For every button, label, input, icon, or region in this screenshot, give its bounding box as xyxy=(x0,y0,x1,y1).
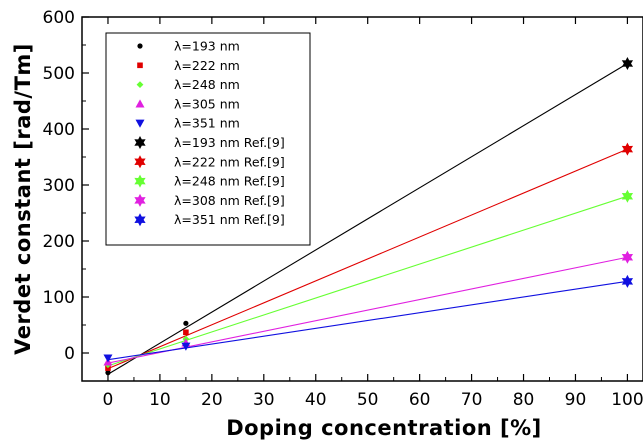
x-tick-label: 30 xyxy=(253,390,275,410)
legend-label: λ=351 nm Ref.[9] xyxy=(174,212,285,227)
fit-line xyxy=(107,280,628,361)
data-points xyxy=(103,56,634,376)
data-point xyxy=(181,342,191,351)
x-tick-label: 40 xyxy=(305,390,327,410)
fit-line xyxy=(107,63,628,375)
y-tick-label: 600 xyxy=(43,8,75,28)
y-tick-label: 500 xyxy=(43,64,75,84)
x-tick-label: 70 xyxy=(461,390,483,410)
x-axis-title: Doping concentration [%] xyxy=(226,416,542,440)
x-tick-label: 10 xyxy=(149,390,171,410)
axis-ticks xyxy=(82,16,629,382)
legend-label: λ=351 nm xyxy=(174,116,240,131)
legend-label: λ=193 nm xyxy=(174,39,240,54)
data-point xyxy=(105,370,111,376)
legend-marker xyxy=(134,136,146,149)
legend-marker xyxy=(134,193,146,207)
y-tick-label: 100 xyxy=(43,288,75,308)
legend-label: λ=193 nm Ref.[9] xyxy=(174,135,285,150)
legend-label: λ=222 nm xyxy=(174,58,240,73)
legend-marker xyxy=(134,155,146,169)
data-point xyxy=(621,142,634,156)
legend: λ=193 nm λ=222 nm λ=248 nm λ=305 nm λ=351 nm… xyxy=(105,32,311,246)
data-point xyxy=(621,274,634,288)
fit-lines xyxy=(107,63,628,375)
data-point xyxy=(183,320,189,326)
legend-label: λ=222 nm Ref.[9] xyxy=(174,154,285,169)
legend-label: λ=248 nm Ref.[9] xyxy=(174,174,285,189)
legend-marker xyxy=(135,99,145,108)
legend-marker xyxy=(134,213,146,227)
tick-labels: 0 10 20 30 40 50 60 70 80 90 100 0 100 200 300 400 500 60… xyxy=(43,8,643,410)
legend-marker xyxy=(134,174,146,188)
legend-marker xyxy=(137,62,143,69)
legend-marker xyxy=(135,119,145,128)
y-tick-label: 0 xyxy=(64,344,75,364)
y-tick-label: 400 xyxy=(43,120,75,140)
fit-line xyxy=(107,148,628,370)
legend-label: λ=248 nm xyxy=(174,77,240,92)
data-point xyxy=(103,354,113,363)
x-tick-label: 20 xyxy=(201,390,223,410)
x-tick-label: 50 xyxy=(357,390,379,410)
y-axis-title: Verdet constant [rad/Tm] xyxy=(11,43,35,355)
data-point xyxy=(621,250,634,264)
x-tick-label: 60 xyxy=(409,390,431,410)
data-point xyxy=(621,56,634,70)
fit-line xyxy=(107,195,628,367)
legend-marker xyxy=(137,43,143,49)
data-point xyxy=(183,329,189,336)
x-tick-label: 100 xyxy=(611,390,643,410)
x-tick-label: 0 xyxy=(103,390,114,410)
legend-label: λ=305 nm xyxy=(174,96,240,111)
legend-label: λ=308 nm Ref.[9] xyxy=(174,193,285,208)
legend-marker xyxy=(136,81,144,88)
x-tick-label: 80 xyxy=(513,390,535,410)
y-tick-label: 200 xyxy=(43,232,75,252)
x-tick-label: 90 xyxy=(565,390,587,410)
y-tick-label: 300 xyxy=(43,176,75,196)
fit-line xyxy=(107,256,628,364)
data-point xyxy=(621,189,634,203)
